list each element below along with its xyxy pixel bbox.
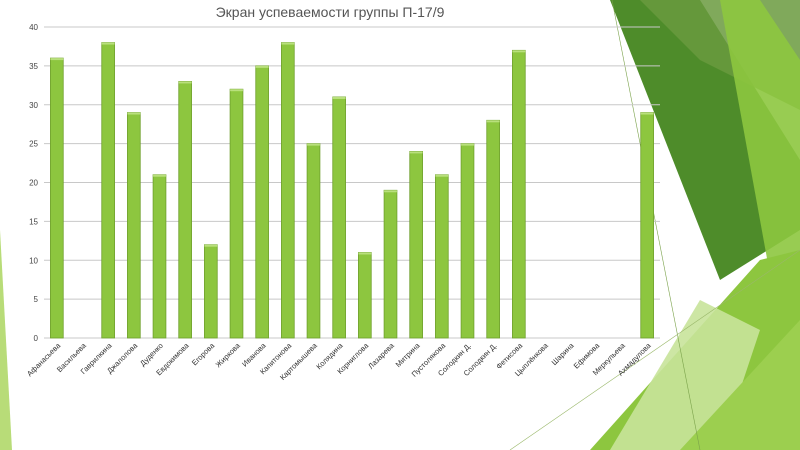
bar-body	[332, 96, 346, 339]
bar	[512, 49, 526, 339]
bar-body	[383, 189, 398, 339]
bar-highlight	[178, 81, 192, 84]
bar-highlight	[461, 143, 474, 146]
y-tick-label: 0	[34, 334, 39, 343]
bar	[281, 42, 295, 339]
bar-body	[127, 112, 141, 339]
bar	[460, 143, 475, 339]
x-category-label: Афанасьева	[25, 340, 63, 378]
bar-highlight	[255, 65, 269, 68]
bar	[255, 65, 269, 339]
bar	[486, 119, 500, 339]
decor-line	[611, 0, 701, 450]
bar	[127, 112, 141, 339]
bar-body	[512, 49, 526, 339]
bar	[101, 42, 115, 339]
bar-highlight	[332, 96, 346, 99]
bar-highlight	[640, 112, 654, 115]
y-axis: 0 5 10 15 20 25 30 35 40	[29, 23, 38, 343]
y-tick-label: 30	[29, 101, 38, 110]
right-dark-accent-shape	[610, 0, 800, 280]
bar-body	[255, 65, 269, 339]
bar-highlight	[358, 252, 372, 255]
decor-line	[509, 249, 800, 450]
bar	[409, 150, 423, 339]
bar-highlight	[230, 89, 243, 92]
bar-highlight	[435, 174, 449, 177]
y-tick-label: 10	[29, 256, 38, 265]
bar	[229, 88, 244, 339]
y-tick-label: 15	[29, 217, 38, 226]
bar-body	[486, 119, 500, 339]
bar	[332, 96, 346, 339]
y-tick-label: 20	[29, 179, 38, 188]
bar-highlight	[512, 50, 526, 53]
chart-title: Экран успеваемости группы П-17/9	[215, 4, 445, 20]
bar-body	[101, 42, 115, 339]
bar	[204, 244, 218, 339]
bar-body	[152, 174, 167, 339]
bar-body	[358, 252, 372, 339]
bar-body	[460, 143, 475, 339]
bar-body	[50, 57, 64, 339]
y-tick-label: 25	[29, 140, 38, 149]
bar-body	[306, 143, 321, 339]
bar-highlight	[127, 112, 141, 115]
bar-highlight	[204, 244, 218, 247]
x-axis-labels: АфанасьеваВасильеваГаврилкинаДжалоловаДу…	[25, 340, 653, 382]
right-bottom-light-shape	[680, 320, 800, 450]
bar	[152, 174, 167, 339]
x-category-label: Жиркова	[214, 340, 243, 369]
bar-highlight	[50, 58, 64, 61]
bar	[178, 81, 192, 339]
bar	[306, 143, 321, 339]
bar-highlight	[307, 143, 320, 146]
y-tick-label: 5	[34, 295, 39, 304]
bar-highlight	[486, 120, 500, 123]
bar-body	[178, 81, 192, 339]
bar-body	[281, 42, 295, 339]
bar	[640, 112, 654, 339]
bar-highlight	[384, 190, 397, 193]
bar-body	[435, 174, 449, 339]
bar-body	[229, 88, 244, 339]
left-edge-accent-shape	[0, 230, 12, 450]
bar-body	[640, 112, 654, 339]
bar-highlight	[281, 42, 295, 45]
bar-highlight	[153, 174, 166, 177]
bar	[435, 174, 449, 339]
gridlines	[44, 26, 660, 339]
bar-body	[409, 150, 423, 339]
y-tick-label: 40	[29, 23, 38, 32]
y-tick-label: 35	[29, 62, 38, 71]
bar-highlight	[409, 151, 423, 154]
bar	[50, 57, 64, 339]
bar-body	[204, 244, 218, 339]
x-category-label: Лазарева	[366, 340, 396, 370]
bar	[383, 189, 398, 339]
bar-highlight	[101, 42, 115, 45]
bars	[50, 42, 654, 339]
bar	[358, 252, 372, 339]
